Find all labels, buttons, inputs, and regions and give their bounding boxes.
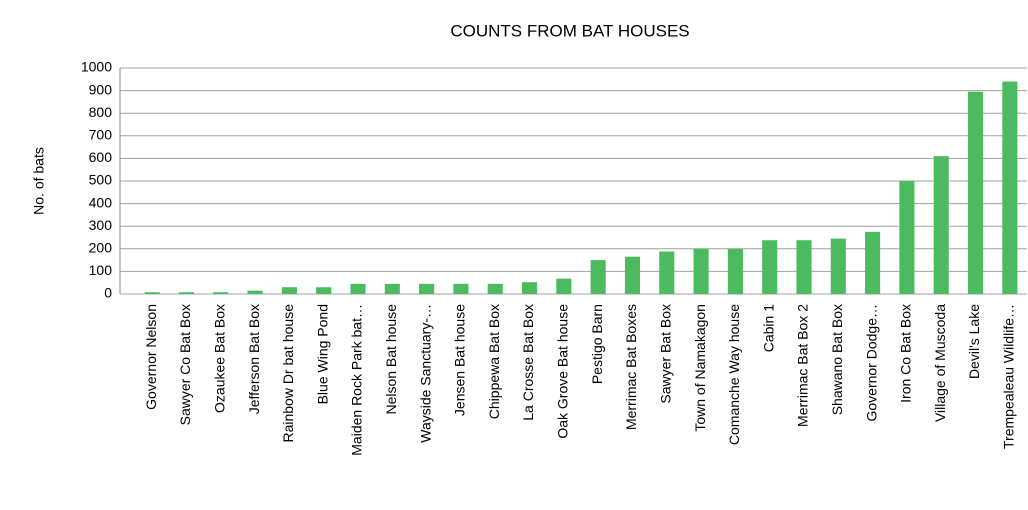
bar: [865, 231, 881, 294]
x-tick-label: Cabin 1: [760, 304, 776, 352]
bar: [659, 251, 675, 294]
y-tick-label: 500: [89, 172, 113, 188]
y-tick-label: 900: [89, 81, 113, 97]
y-tick-label: 700: [89, 127, 113, 143]
bar: [933, 156, 949, 294]
x-tick-label: Town of Namakagon: [692, 304, 708, 432]
x-tick-label: Rainbow Dr bat house: [280, 304, 296, 443]
bar: [453, 283, 469, 294]
x-tick-label: Sawyer Bat Box: [657, 304, 673, 404]
x-tick-label: Maiden Rock Park bat…: [349, 304, 365, 456]
bar: [693, 248, 709, 294]
bar: [899, 181, 915, 294]
y-tick-label: 100: [89, 262, 113, 278]
bar: [796, 240, 812, 294]
bar: [178, 292, 195, 294]
x-tick-label: Trempealeau Wildlife…: [1001, 304, 1017, 449]
x-tick-label: Jensen Bat house: [452, 304, 468, 416]
x-tick-label: Chippewa Bat Box: [486, 304, 502, 419]
y-axis-label: No. of bats: [31, 147, 47, 215]
y-tick-label: 400: [89, 194, 113, 210]
x-tick-label: Oak Grove Bat house: [555, 304, 571, 439]
x-tick-label: Merrimac Bat Box 2: [795, 304, 811, 427]
chart-title: COUNTS FROM BAT HOUSES: [450, 21, 689, 40]
x-tick-label: Village of Muscoda: [932, 304, 948, 422]
x-tick-label: Jefferson Bat Box: [246, 304, 262, 414]
bar: [1002, 81, 1018, 294]
x-tick-label: Governor Dodge…: [863, 304, 879, 422]
x-tick-label: Comanche Way house: [726, 304, 742, 445]
bar: [350, 283, 366, 294]
bar: [762, 240, 778, 294]
bar: [213, 292, 229, 294]
y-tick-label: 600: [89, 149, 113, 165]
bar: [727, 248, 743, 294]
x-tick-label: Shawano Bat Box: [829, 304, 845, 415]
bar: [521, 282, 538, 294]
bar: [624, 256, 641, 294]
bar: [556, 278, 572, 294]
y-tick-label: 200: [89, 240, 113, 256]
x-tick-label: Merrimac Bat Boxes: [623, 304, 639, 430]
bar: [967, 91, 984, 294]
x-tick-label: Blue Wing Pond: [314, 304, 330, 404]
x-tick-label: Ozaukee Bat Box: [211, 304, 227, 413]
bar: [247, 290, 263, 294]
x-tick-label: La Crosse Bat Box: [520, 304, 536, 421]
x-tick-label: Sawyer Co Bat Box: [177, 304, 193, 425]
y-tick-label: 300: [89, 217, 113, 233]
bar: [419, 283, 435, 294]
y-tick-label: 800: [89, 104, 113, 120]
bar: [316, 287, 332, 294]
bar: [590, 260, 606, 294]
bar: [384, 283, 400, 294]
bar: [144, 292, 160, 294]
y-tick-label: 1000: [81, 59, 112, 75]
x-tick-label: Nelson Bat house: [383, 304, 399, 415]
x-tick-label: Devil's Lake: [966, 304, 982, 379]
bar: [830, 238, 846, 294]
x-tick-label: Pestigo Barn: [589, 304, 605, 384]
x-tick-label: Governor Nelson: [143, 304, 159, 410]
bar: [487, 283, 503, 294]
x-tick-label: Iron Co Bat Box: [898, 304, 914, 403]
x-tick-label: Wayside Sanctuary-…: [417, 304, 433, 443]
bar: [281, 287, 297, 294]
y-tick-label: 0: [104, 285, 112, 301]
